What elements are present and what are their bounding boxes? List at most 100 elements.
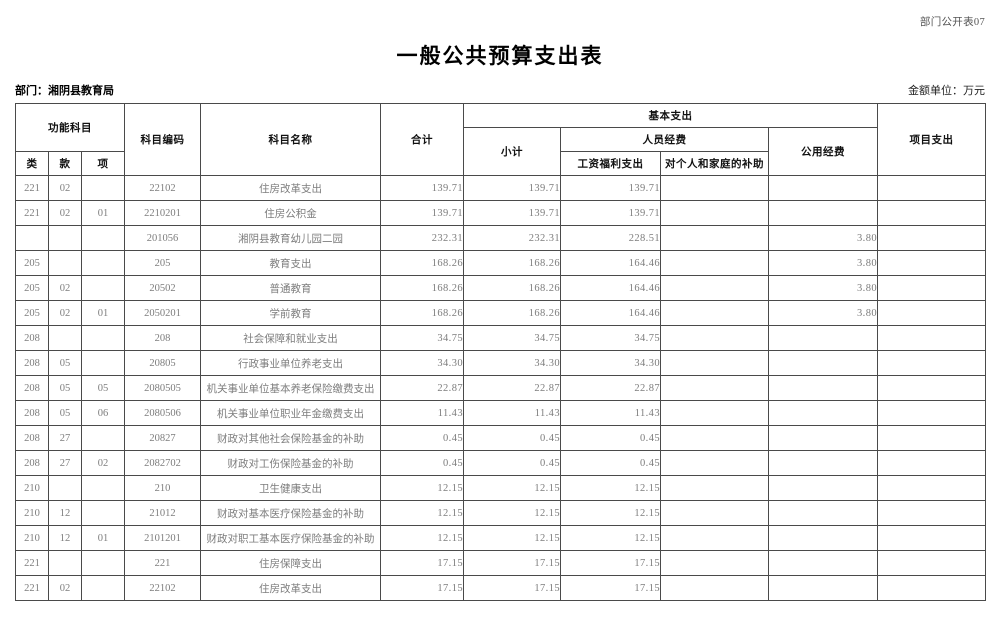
- cell-public-funds: [768, 575, 878, 601]
- cell-salary-welfare: 17.15: [560, 550, 661, 576]
- cell-project-expenditure: [877, 475, 986, 501]
- cell-kuan: 05: [48, 375, 82, 401]
- cell-salary-welfare: 139.71: [560, 175, 661, 201]
- header-public-funds: 公用经费: [768, 127, 878, 176]
- cell-total: 12.15: [380, 500, 464, 526]
- cell-subject-code: 22102: [124, 175, 201, 201]
- cell-individual-family-subsidy: [660, 300, 769, 326]
- cell-salary-welfare: 139.71: [560, 200, 661, 226]
- cell-total: 0.45: [380, 425, 464, 451]
- cell-subtotal: 168.26: [463, 300, 561, 326]
- cell-kuan: 12: [48, 500, 82, 526]
- cell-subject-name: 财政对职工基本医疗保险基金的补助: [200, 525, 381, 551]
- table-row: 201056 湘阴县教育幼儿园二园 232.31 232.31 228.51 3.80: [15, 225, 986, 251]
- cell-xiang: [81, 575, 125, 601]
- cell-project-expenditure: [877, 400, 986, 426]
- cell-subtotal: 34.30: [463, 350, 561, 376]
- cell-kuan: 02: [48, 300, 82, 326]
- header-personnel-funds: 人员经费: [560, 127, 769, 152]
- cell-salary-welfare: 34.75: [560, 325, 661, 351]
- cell-xiang: [81, 175, 125, 201]
- cell-lei: 221: [15, 175, 49, 201]
- cell-xiang: [81, 350, 125, 376]
- table-row: 208 27 02 2082702 财政对工伤保险基金的补助 0.45 0.45 0.45: [15, 450, 986, 476]
- cell-lei: 210: [15, 525, 49, 551]
- cell-salary-welfare: 164.46: [560, 300, 661, 326]
- cell-kuan: 27: [48, 450, 82, 476]
- cell-project-expenditure: [877, 175, 986, 201]
- cell-kuan: [48, 475, 82, 501]
- table-row: 221 02 22102 住房改革支出 17.15 17.15 17.15: [15, 575, 986, 601]
- cell-total: 12.15: [380, 475, 464, 501]
- cell-total: 17.15: [380, 575, 464, 601]
- cell-lei: 208: [15, 450, 49, 476]
- cell-salary-welfare: 12.15: [560, 525, 661, 551]
- cell-salary-welfare: 12.15: [560, 475, 661, 501]
- cell-project-expenditure: [877, 325, 986, 351]
- cell-xiang: 02: [81, 450, 125, 476]
- cell-salary-welfare: 164.46: [560, 250, 661, 276]
- cell-subject-name: 住房保障支出: [200, 550, 381, 576]
- cell-subject-name: 住房公积金: [200, 200, 381, 226]
- cell-subject-code: 2050201: [124, 300, 201, 326]
- cell-salary-welfare: 0.45: [560, 450, 661, 476]
- cell-subject-code: 20502: [124, 275, 201, 301]
- cell-xiang: 01: [81, 200, 125, 226]
- meta-row: 部门：湘阴县教育局 金额单位：万元: [15, 82, 985, 98]
- table-row: 221 221 住房保障支出 17.15 17.15 17.15: [15, 550, 986, 576]
- cell-individual-family-subsidy: [660, 175, 769, 201]
- cell-subject-code: 210: [124, 475, 201, 501]
- cell-individual-family-subsidy: [660, 350, 769, 376]
- cell-individual-family-subsidy: [660, 575, 769, 601]
- cell-xiang: 01: [81, 525, 125, 551]
- cell-total: 232.31: [380, 225, 464, 251]
- cell-kuan: 05: [48, 350, 82, 376]
- cell-kuan: 05: [48, 400, 82, 426]
- cell-subtotal: 139.71: [463, 200, 561, 226]
- header-function-subject: 功能科目: [15, 103, 125, 152]
- header-kuan: 款: [48, 151, 82, 176]
- cell-public-funds: [768, 450, 878, 476]
- cell-individual-family-subsidy: [660, 250, 769, 276]
- cell-lei: 221: [15, 575, 49, 601]
- header-row-1: 功能科目 科目编码 科目名称 合计 基本支出 项目支出: [15, 103, 986, 176]
- header-project-expenditure: 项目支出: [877, 103, 986, 176]
- cell-subject-name: 财政对工伤保险基金的补助: [200, 450, 381, 476]
- cell-total: 17.15: [380, 550, 464, 576]
- cell-subject-code: 2082702: [124, 450, 201, 476]
- cell-subject-code: 221: [124, 550, 201, 576]
- cell-project-expenditure: [877, 550, 986, 576]
- cell-subject-name: 社会保障和就业支出: [200, 325, 381, 351]
- cell-subject-name: 教育支出: [200, 250, 381, 276]
- cell-project-expenditure: [877, 375, 986, 401]
- cell-individual-family-subsidy: [660, 225, 769, 251]
- cell-lei: 208: [15, 400, 49, 426]
- cell-kuan: 02: [48, 275, 82, 301]
- header-salary-welfare: 工资福利支出: [560, 151, 661, 176]
- cell-lei: 205: [15, 250, 49, 276]
- cell-lei: 210: [15, 475, 49, 501]
- cell-public-funds: [768, 350, 878, 376]
- cell-project-expenditure: [877, 500, 986, 526]
- table-row: 221 02 01 2210201 住房公积金 139.71 139.71 139.71: [15, 200, 986, 226]
- cell-project-expenditure: [877, 575, 986, 601]
- cell-total: 34.75: [380, 325, 464, 351]
- cell-individual-family-subsidy: [660, 450, 769, 476]
- cell-xiang: 01: [81, 300, 125, 326]
- cell-kuan: [48, 550, 82, 576]
- cell-public-funds: [768, 500, 878, 526]
- cell-xiang: [81, 425, 125, 451]
- cell-xiang: [81, 325, 125, 351]
- cell-salary-welfare: 17.15: [560, 575, 661, 601]
- table-body: 221 02 22102 住房改革支出 139.71 139.71 139.71 221 02 0…: [15, 175, 986, 601]
- cell-subject-code: 2080505: [124, 375, 201, 401]
- cell-subject-name: 行政事业单位养老支出: [200, 350, 381, 376]
- cell-kuan: 02: [48, 575, 82, 601]
- cell-subtotal: 139.71: [463, 175, 561, 201]
- cell-subtotal: 34.75: [463, 325, 561, 351]
- page-title: 一般公共预算支出表: [396, 44, 604, 68]
- cell-salary-welfare: 12.15: [560, 500, 661, 526]
- table-row: 208 208 社会保障和就业支出 34.75 34.75 34.75: [15, 325, 986, 351]
- cell-total: 168.26: [380, 275, 464, 301]
- cell-subtotal: 11.43: [463, 400, 561, 426]
